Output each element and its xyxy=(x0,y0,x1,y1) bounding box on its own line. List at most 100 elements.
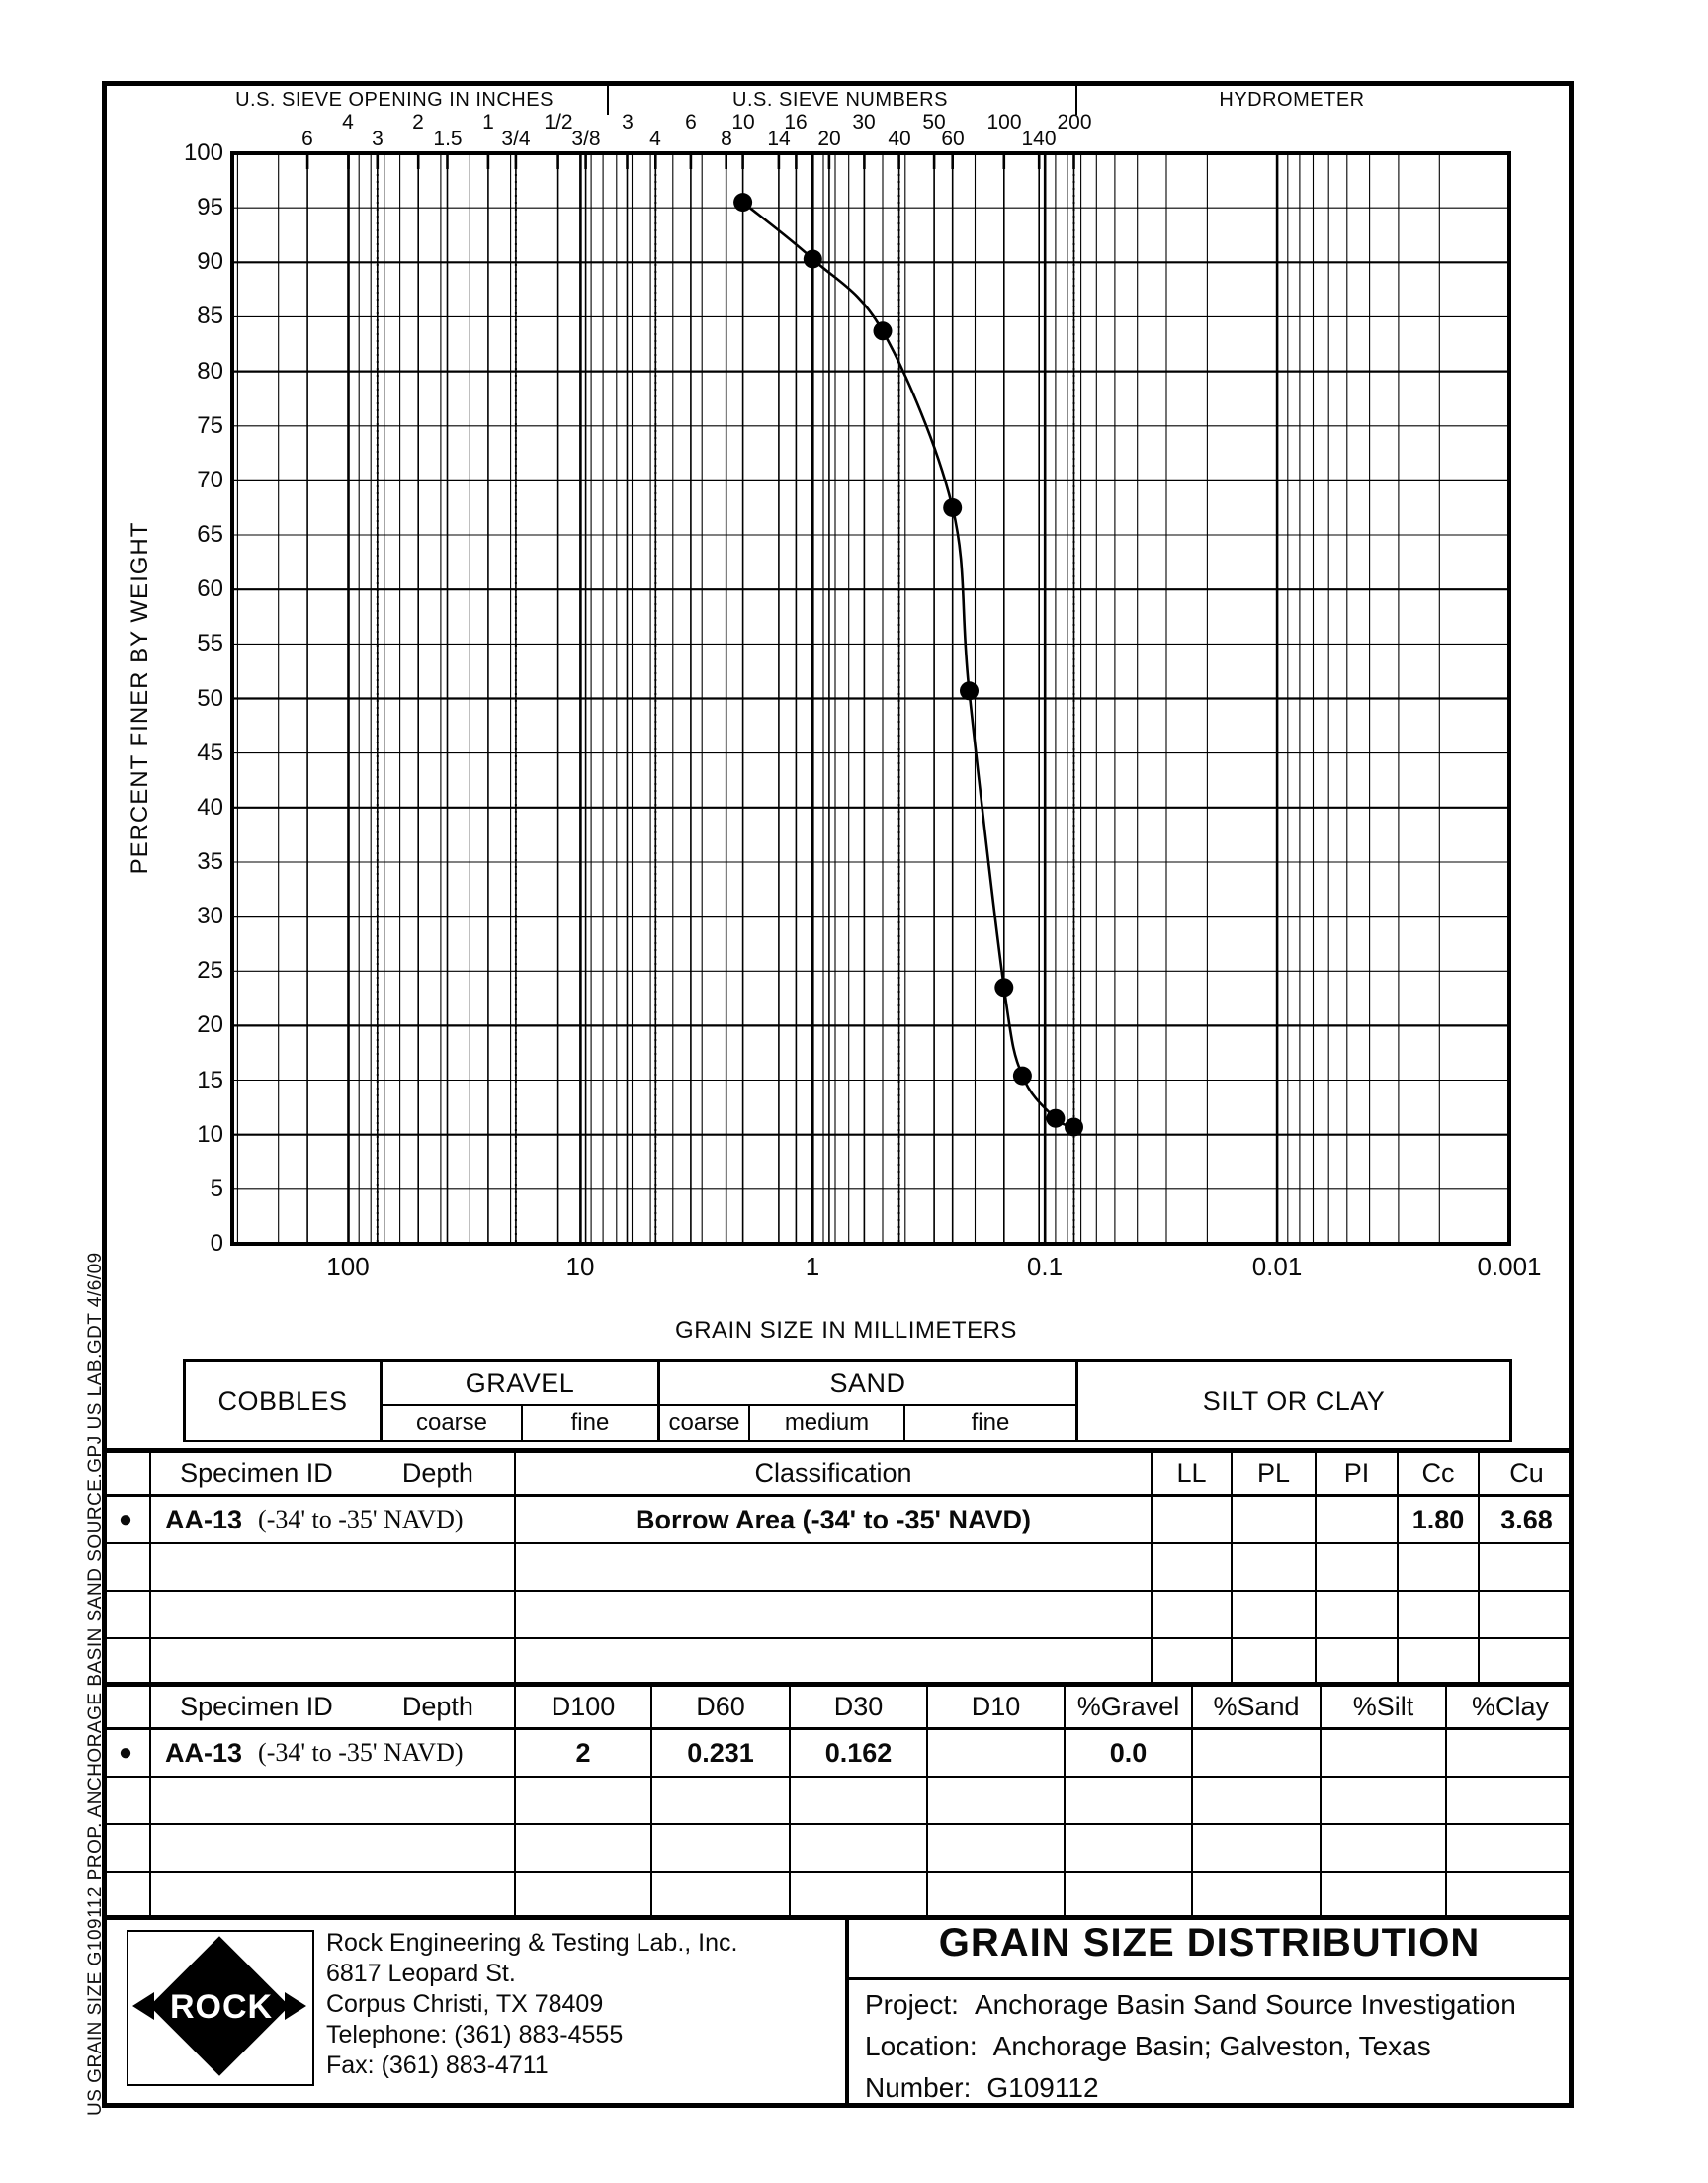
band-sand-fine: fine xyxy=(903,1406,1075,1440)
project-label: Project: xyxy=(865,1989,959,2020)
company-city: Corpus Christi, TX 78409 xyxy=(326,1990,604,2018)
company-telephone: Telephone: (361) 883-4555 xyxy=(326,2021,624,2049)
sieve-size-label: 16 xyxy=(784,111,808,133)
y-axis-tick-label: 80 xyxy=(197,358,223,385)
depth-header: Depth xyxy=(401,1458,473,1488)
table-row-empty xyxy=(102,1544,1574,1592)
sieve-size-label: 30 xyxy=(852,111,876,133)
location-label: Location: xyxy=(865,2031,978,2061)
sieve-size-label: 50 xyxy=(922,111,946,133)
sieve-size-label: 1/2 xyxy=(544,111,573,133)
sieve-size-label: 200 xyxy=(1057,111,1092,133)
band-gravel-coarse: coarse xyxy=(415,1409,488,1436)
company-street: 6817 Leopard St. xyxy=(326,1960,516,1987)
cu-header: Cu xyxy=(1509,1458,1544,1488)
rock-logo-left-arrow-icon xyxy=(132,1992,154,2020)
depth-header: Depth xyxy=(401,1692,473,1721)
band-cobbles: COBBLES xyxy=(217,1385,348,1416)
gravel-pct-value: 0.0 xyxy=(1066,1730,1193,1776)
pl-header: PL xyxy=(1233,1453,1317,1494)
d60-value: 0.231 xyxy=(652,1730,791,1776)
rock-logo-text: ROCK xyxy=(169,1988,274,2026)
bullet-column-header xyxy=(102,1687,151,1727)
cu-value: 3.68 xyxy=(1500,1504,1553,1534)
table-header-row: Specimen ID Depth Classification LL PL P… xyxy=(102,1453,1574,1497)
ll-value xyxy=(1153,1497,1233,1542)
sieve-size-label: 60 xyxy=(941,128,965,150)
band-sand: SAND xyxy=(660,1362,1075,1406)
document-border xyxy=(102,81,1574,2108)
gravel-pct-header: %Gravel xyxy=(1066,1687,1193,1727)
report-title: GRAIN SIZE DISTRIBUTION xyxy=(938,1921,1481,1965)
company-fax: Fax: (361) 883-4711 xyxy=(326,2052,549,2079)
header-sieve-inches-label: U.S. SIEVE OPENING IN INCHES xyxy=(235,89,554,111)
y-axis-tick-label: 40 xyxy=(197,794,223,821)
sieve-size-label: 1.5 xyxy=(433,128,463,150)
y-axis-tick-label: 60 xyxy=(197,575,223,602)
sand-pct-value xyxy=(1193,1730,1322,1776)
company-name: Rock Engineering & Testing Lab., Inc. xyxy=(326,1929,738,1957)
y-axis-tick-label: 5 xyxy=(210,1176,223,1202)
specimen-bullet: ● xyxy=(102,1497,151,1542)
specimen-id-value: AA-13 xyxy=(165,1504,243,1534)
gradation-table: Specimen ID Depth D100 D60 D30 D10 %Grav… xyxy=(102,1682,1574,1920)
y-axis-tick-label: 20 xyxy=(197,1011,223,1038)
y-axis-tick-label: 90 xyxy=(197,248,223,275)
sieve-size-label: 4 xyxy=(649,128,661,150)
header-sieve-numbers-label: U.S. SIEVE NUMBERS xyxy=(732,89,948,111)
y-axis-tick-label: 0 xyxy=(210,1230,223,1257)
clay-pct-value xyxy=(1447,1730,1574,1776)
silt-pct-header: %Silt xyxy=(1322,1687,1447,1727)
bullet-column-header xyxy=(102,1453,151,1494)
sieve-size-label: 100 xyxy=(986,111,1022,133)
project-row: Project: Anchorage Basin Sand Source Inve… xyxy=(865,1989,1516,2021)
sand-pct-header: %Sand xyxy=(1193,1687,1322,1727)
location-value: Anchorage Basin; Galveston, Texas xyxy=(992,2031,1431,2061)
d60-header: D60 xyxy=(652,1687,791,1727)
sieve-size-label: 8 xyxy=(721,128,732,150)
y-axis-tick-label: 50 xyxy=(197,685,223,712)
band-gravel: GRAVEL xyxy=(383,1362,657,1406)
y-axis-tick-label: 75 xyxy=(197,412,223,439)
x-axis-tick-label: 100 xyxy=(326,1252,370,1281)
title-block-divider xyxy=(845,1915,849,2108)
sieve-size-label: 14 xyxy=(767,128,791,150)
band-gravel-fine: fine xyxy=(521,1406,657,1440)
table-row: ● AA-13 (-34' to -35' NAVD) Borrow Area … xyxy=(102,1497,1574,1544)
table-row-empty xyxy=(102,1873,1574,1920)
sieve-size-label: 3/4 xyxy=(501,128,531,150)
header-separator xyxy=(1075,85,1077,115)
company-address-block: Rock Engineering & Testing Lab., Inc. 68… xyxy=(326,1928,737,2081)
table-row-empty xyxy=(102,1778,1574,1825)
y-axis-tick-label: 10 xyxy=(197,1121,223,1148)
table-header-row: Specimen ID Depth D100 D60 D30 D10 %Grav… xyxy=(102,1687,1574,1730)
y-axis-tick-label: 65 xyxy=(197,521,223,548)
band-sand-group: SAND coarse medium fine xyxy=(657,1362,1075,1440)
pi-value xyxy=(1317,1497,1399,1542)
specimen-id-header: Specimen ID xyxy=(180,1458,333,1488)
sieve-size-label: 1 xyxy=(482,111,494,133)
size-fraction-band: COBBLES GRAVEL coarse fine SAND coarse m… xyxy=(183,1359,1512,1442)
silt-pct-value xyxy=(1322,1730,1447,1776)
y-axis-tick-label: 25 xyxy=(197,957,223,984)
classification-table: Specimen ID Depth Classification LL PL P… xyxy=(102,1448,1574,1687)
sieve-size-label: 6 xyxy=(301,128,313,150)
y-axis-tick-label: 100 xyxy=(183,139,223,166)
d10-header: D10 xyxy=(928,1687,1066,1727)
x-axis-tick-label: 0.1 xyxy=(1026,1252,1064,1281)
number-value: G109112 xyxy=(986,2072,1099,2103)
classification-header: Classification xyxy=(516,1453,1153,1494)
ll-header: LL xyxy=(1153,1453,1233,1494)
rock-logo-right-arrow-icon xyxy=(285,1992,306,2020)
classification-value: Borrow Area (-34' to -35' NAVD) xyxy=(516,1497,1153,1542)
header-separator xyxy=(607,85,609,115)
d30-header: D30 xyxy=(791,1687,928,1727)
x-axis-title: GRAIN SIZE IN MILLIMETERS xyxy=(675,1317,1017,1344)
sieve-size-label: 10 xyxy=(731,111,755,133)
sieve-size-label: 140 xyxy=(1021,128,1057,150)
y-axis-tick-label: 70 xyxy=(197,467,223,493)
location-row: Location: Anchorage Basin; Galveston, Tex… xyxy=(865,2031,1431,2062)
number-label: Number: xyxy=(865,2072,972,2103)
d10-value xyxy=(928,1730,1066,1776)
x-axis-tick-label: 1 xyxy=(805,1252,820,1281)
